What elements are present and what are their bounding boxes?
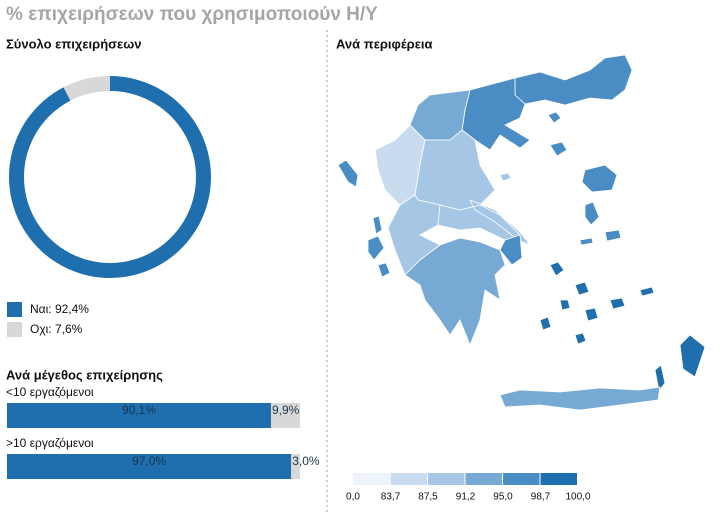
value-label: 97,0% [132, 454, 166, 468]
bar-segment [7, 454, 292, 479]
legend-label: Οχι: 7,6% [30, 322, 83, 336]
page-title: % επιχειρήσεων που χρησιμοποιούν Η/Υ [6, 4, 378, 25]
map-region [414, 129, 512, 211]
bar-title: Ανά μέγεθος επιχείρησης [6, 367, 163, 382]
scale-swatch [353, 473, 390, 485]
value-label: 9,9% [272, 403, 300, 417]
scale-label: 98,7 [531, 492, 551, 503]
legend-label: Ναι: 92,4% [30, 302, 89, 316]
scale-swatch [540, 473, 577, 485]
value-label: 90,1% [122, 403, 156, 417]
map-region [514, 54, 633, 124]
legend-swatch [7, 302, 22, 317]
scale-swatch [390, 473, 427, 485]
scale-label: 95,0 [493, 492, 513, 503]
scale-label: 83,7 [381, 492, 401, 503]
bar-segment [270, 403, 300, 428]
donut-slice [8, 76, 211, 278]
map-region [499, 386, 661, 411]
bar-segment [291, 454, 300, 479]
donut-title: Σύνολο επιχειρήσεων [6, 36, 141, 51]
category-label: >10 εργαζόμενοι [6, 436, 94, 450]
value-label: 3,0% [292, 454, 320, 468]
map-region [387, 194, 441, 276]
donut-slice [63, 76, 110, 101]
scale-label: 87,5 [418, 492, 438, 503]
legend-swatch [7, 322, 22, 337]
map-title: Ανά περιφέρεια [336, 36, 433, 51]
map-region [539, 261, 706, 392]
map-region [499, 234, 523, 266]
map-region [337, 159, 391, 278]
scale-swatch [428, 473, 465, 485]
map-region [549, 141, 622, 246]
scale-label: 100,0 [565, 492, 590, 503]
map-region [404, 237, 506, 347]
scale-label: 0,0 [346, 492, 360, 503]
scale-swatch [465, 473, 502, 485]
scale-label: 91,2 [456, 492, 476, 503]
scale-swatch [503, 473, 540, 485]
bar-segment [7, 403, 271, 428]
category-label: <10 εργαζόμενοι [6, 385, 94, 399]
